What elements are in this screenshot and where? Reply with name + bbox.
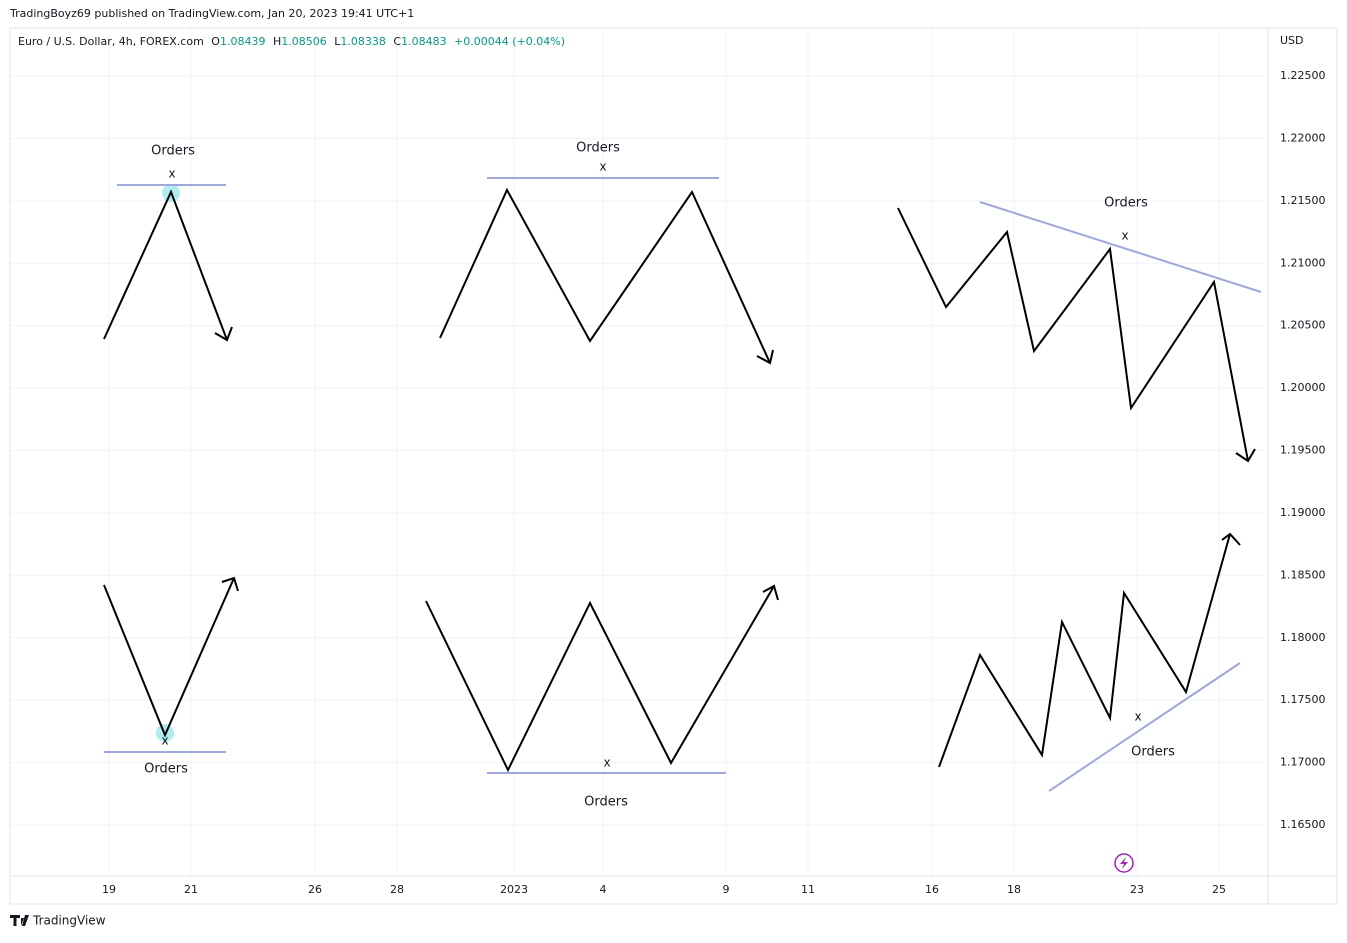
trend-line — [979, 201, 1262, 293]
time-label: 25 — [1212, 883, 1226, 896]
grid — [10, 28, 1268, 876]
time-label: 2023 — [500, 883, 528, 896]
price-label: 1.20000 — [1280, 381, 1326, 394]
price-label: 1.22500 — [1280, 69, 1326, 82]
orders-label: Orders — [584, 795, 628, 810]
pattern-path — [938, 533, 1231, 768]
time-label: 21 — [184, 883, 198, 896]
close-label: C — [393, 35, 401, 48]
pattern-path — [439, 187, 771, 364]
published-line: TradingBoyz69 published on TradingView.c… — [9, 7, 414, 20]
price-label: 1.21500 — [1280, 194, 1326, 207]
orders-marker: x — [1121, 229, 1128, 243]
time-label: 4 — [600, 883, 607, 896]
price-label: 1.17000 — [1280, 756, 1326, 769]
event-icon[interactable] — [1114, 853, 1134, 873]
pattern-path — [103, 577, 235, 738]
arrow-head — [221, 576, 239, 592]
currency: USD — [1280, 34, 1304, 47]
chart-frame — [9, 27, 1338, 905]
change: +0.00044 (+0.04%) — [454, 35, 565, 48]
time-label: 28 — [390, 883, 404, 896]
trend-line — [1048, 662, 1241, 792]
brand: TradingView — [32, 914, 106, 928]
pattern-path — [425, 585, 775, 773]
orders-label: Orders — [151, 144, 195, 159]
orders-marker: x — [603, 756, 610, 770]
logo — [10, 915, 29, 926]
orders-label: Orders — [144, 762, 188, 777]
orders-label: Orders — [1104, 196, 1148, 211]
orders-label: Orders — [576, 141, 620, 156]
orders-label: Orders — [1131, 745, 1175, 760]
time-label: 23 — [1130, 883, 1144, 896]
orders-marker: x — [168, 167, 175, 181]
time-label: 11 — [801, 883, 815, 896]
arrow-head — [214, 326, 233, 342]
price-label: 1.17500 — [1280, 693, 1326, 706]
time-label: 19 — [102, 883, 116, 896]
high-label: H — [273, 35, 281, 48]
pattern-path — [897, 207, 1249, 462]
orders-marker: x — [1134, 710, 1141, 724]
arrow-head — [1235, 448, 1256, 463]
price-label: 1.19500 — [1280, 444, 1326, 457]
price-label: 1.18500 — [1280, 568, 1326, 581]
time-label: 18 — [1007, 883, 1021, 896]
low: 1.08338 — [340, 35, 386, 48]
pattern-path — [103, 189, 228, 341]
orders-marker: x — [599, 160, 606, 174]
high: 1.08506 — [281, 35, 327, 48]
time-label: 9 — [723, 883, 730, 896]
legend: Euro / U.S. Dollar, 4h, FOREX.com O1.084… — [18, 35, 565, 48]
arrow-head — [756, 349, 774, 365]
low-label: L — [334, 35, 341, 48]
price-label: 1.19000 — [1280, 506, 1326, 519]
time-label: 16 — [925, 883, 939, 896]
open-label: O — [211, 35, 220, 48]
drawings — [103, 177, 1262, 792]
time-label: 26 — [308, 883, 322, 896]
price-label: 1.16500 — [1280, 818, 1326, 831]
arrow-head — [762, 584, 779, 601]
arrow-head — [1221, 532, 1241, 546]
price-label: 1.20500 — [1280, 319, 1326, 332]
close: 1.08483 — [401, 35, 447, 48]
price-label: 1.18000 — [1280, 631, 1326, 644]
footer-logo: TradingView — [10, 914, 106, 928]
symbol: Euro / U.S. Dollar, 4h, FOREX.com — [18, 35, 204, 48]
price-label: 1.22000 — [1280, 131, 1326, 144]
open: 1.08439 — [220, 35, 266, 48]
price-label: 1.21000 — [1280, 256, 1326, 269]
lightning — [1120, 857, 1128, 869]
orders-marker: x — [161, 734, 168, 748]
